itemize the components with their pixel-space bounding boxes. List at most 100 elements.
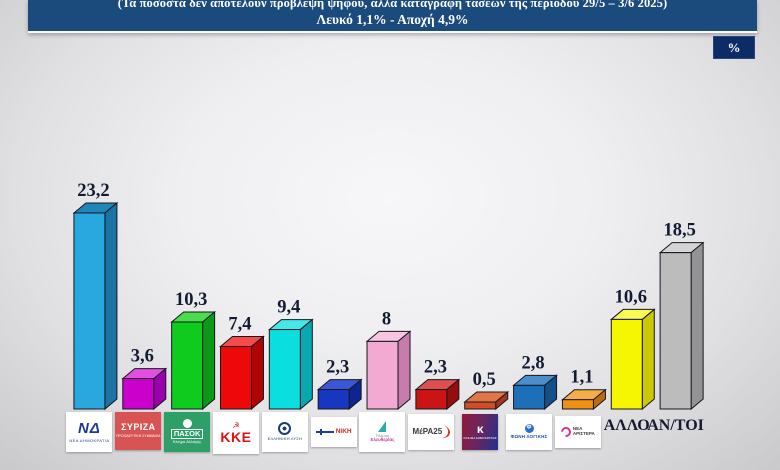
- bar-front-face: [73, 212, 106, 410]
- foni-icon: Φ: [524, 424, 534, 434]
- bar-front-face: [415, 389, 448, 410]
- near-text: ΝΕΑ ΑΡΙΣΤΕΡΑ: [573, 427, 595, 436]
- bar-front-face: [610, 318, 643, 410]
- kke-logo: ☭ ΚΚΕ: [212, 412, 259, 454]
- bar-side-face: [299, 318, 313, 411]
- bar-front-face: [464, 401, 497, 410]
- party-cell-pasok: ΠΑΣΟΚ Κίνημα Αλλαγής: [163, 412, 212, 454]
- pasok-sun-icon: [182, 419, 192, 429]
- bar-value-label: 10,6: [615, 287, 647, 307]
- bar-front-face: [317, 389, 350, 410]
- mera-row: ΜέΡΑ25: [412, 424, 452, 440]
- foni-logo: Φ ΦΩΝΗ ΛΟΓΙΚΗΣ: [506, 414, 553, 450]
- pasok-cap: Κίνημα Αλλαγής: [172, 439, 202, 445]
- kke-flag-icon: ☭: [232, 420, 240, 430]
- nd-logo: ΝΔ ΝΕΑ ΔΗΜΟΚΡΑΤΙΑ: [66, 412, 113, 452]
- bar-3: 7,4: [219, 314, 265, 411]
- header-note-line2: Λευκό 1,1% - Αποχή 4,9%: [316, 12, 469, 27]
- party-cell-near: ΝΕΑ ΑΡΙΣΤΕΡΑ: [553, 412, 602, 454]
- header-note-line1: (Τα ποσοστά δεν αποτελούν πρόβλεψη ψήφου…: [117, 0, 668, 10]
- kd-mark: κ: [476, 422, 484, 437]
- bar-value-label: 2,8: [522, 353, 545, 373]
- niki-row: ΝΙΚΗ: [315, 427, 352, 436]
- bar-front-face: [268, 329, 301, 410]
- bar-value-label: 2,3: [424, 358, 447, 378]
- bar-7: 2,3: [414, 358, 461, 411]
- party-cell-mera25: ΜέΡΑ25: [407, 412, 456, 454]
- bar-value-label: 18,5: [663, 221, 695, 241]
- ellysi-cap: ΕΛΛΗΝΙΚΗ ΛΥΣΗ: [267, 436, 302, 442]
- bar-side-face: [202, 310, 216, 411]
- bar-8: 0,5: [463, 370, 510, 411]
- pasok-logo: ΠΑΣΟΚ Κίνημα Αλλαγής: [164, 412, 211, 452]
- foni-cap: ΦΩΝΗ ΛΟΓΙΚΗΣ: [510, 434, 548, 440]
- bar-front-face: [561, 399, 594, 410]
- bar-front-face: [171, 321, 204, 410]
- plefsi-logo: Πλεύση Ελευθερίας: [359, 412, 406, 452]
- percent-unit-label: %: [727, 39, 741, 55]
- bar-value-label: 3,6: [131, 347, 154, 367]
- bar-4: 9,4: [267, 298, 314, 411]
- bar-9: 2,8: [512, 353, 558, 411]
- near-logo: ΝΕΑ ΑΡΙΣΤΕΡΑ: [554, 416, 601, 448]
- kd-logo: κ ΚΙΝΗΜΑ ΔΗΜΟΚΡΑΤΙΑΣ: [462, 414, 499, 450]
- party-cell-kke: ☭ ΚΚΕ: [212, 412, 261, 454]
- nd-main: ΝΔ: [77, 420, 101, 438]
- bar-value-label: 0,5: [473, 370, 496, 390]
- nd-cap: ΝΕΑ ΔΗΜΟΚΡΑΤΙΑ: [69, 437, 110, 443]
- bar-1: 3,6: [121, 347, 168, 411]
- near-row: ΝΕΑ ΑΡΙΣΤΕΡΑ: [558, 424, 595, 440]
- mera25-logo: ΜέΡΑ25: [408, 414, 455, 450]
- bar-side-face: [250, 335, 264, 411]
- bar-side-face: [397, 330, 411, 411]
- bar-front-face: [659, 252, 692, 410]
- mera-swoosh-icon: [439, 424, 452, 440]
- bar-value-label: 8: [382, 309, 391, 329]
- label-antoi: ΑΝ/ΤΟΙ: [647, 417, 704, 434]
- party-cell-ellysi: ΕΛΛΗΝΙΚΗ ΛΥΣΗ: [260, 412, 309, 454]
- plefsi-sail-icon: [378, 421, 387, 433]
- bar-0: 23,2: [72, 181, 119, 411]
- syriza-main: ΣΥΡΙΖΑ: [121, 422, 156, 433]
- syriza-logo: ΣΥΡΙΖΑ ΠΡΟΟΔΕΥΤΙΚΗ ΣΥΜΜΑΧΙΑ: [115, 412, 162, 450]
- bar-value-label: 9,4: [277, 298, 300, 318]
- near-ring-icon: [558, 424, 573, 440]
- ellysi-logo: ΕΛΛΗΝΙΚΗ ΛΥΣΗ: [261, 412, 308, 452]
- label-allo: ΑΛΛΟ: [603, 417, 650, 434]
- bar-10: 1,1: [561, 368, 607, 411]
- bar-value-label: 7,4: [228, 314, 251, 334]
- syriza-cap: ΠΡΟΟΔΕΥΤΙΚΗ ΣΥΜΜΑΧΙΑ: [116, 433, 161, 438]
- bar-value-label: 1,1: [570, 368, 593, 388]
- party-cell-antoi: ΑΝ/ΤΟΙ: [647, 412, 704, 454]
- near-cap2: ΑΡΙΣΤΕΡΑ: [572, 431, 595, 436]
- party-cell-syriza: ΣΥΡΙΖΑ ΠΡΟΟΔΕΥΤΙΚΗ ΣΥΜΜΑΧΙΑ: [114, 412, 163, 454]
- kd-cap: ΚΙΝΗΜΑ ΔΗΜΟΚΡΑΤΙΑΣ: [463, 436, 497, 441]
- party-cell-nd: ΝΔ ΝΕΑ ΔΗΜΟΚΡΑΤΙΑ: [65, 412, 114, 454]
- near-cap1: ΝΕΑ: [572, 426, 583, 432]
- niki-logo: ΝΙΚΗ: [310, 417, 357, 447]
- bar-value-label: 10,3: [175, 290, 207, 310]
- bar-value-label: 2,3: [326, 358, 349, 378]
- plefsi-cap2: Ελευθερίας: [370, 437, 395, 443]
- ellysi-ring-icon: [278, 422, 292, 436]
- niki-sword-icon: [315, 429, 334, 435]
- header-band: (Τα ποσοστά δεν αποτελούν πρόβλεψη ψήφου…: [28, 0, 757, 33]
- percent-unit-badge: %: [713, 36, 755, 59]
- bar-front-face: [513, 384, 546, 410]
- party-cell-foni: Φ ΦΩΝΗ ΛΟΓΙΚΗΣ: [505, 412, 554, 454]
- party-cell-kd: κ ΚΙΝΗΜΑ ΔΗΜΟΚΡΑΤΙΑΣ: [456, 412, 505, 454]
- bar-5: 2,3: [316, 358, 363, 411]
- party-cell-niki: ΝΙΚΗ: [309, 412, 358, 454]
- bar-11: 10,6: [609, 287, 656, 411]
- bar-front-face: [366, 340, 399, 410]
- party-cell-plefsi: Πλεύση Ελευθερίας: [358, 412, 407, 454]
- bar-front-face: [122, 378, 155, 410]
- bar-front-face: [219, 345, 252, 410]
- bar-2: 10,3: [170, 290, 217, 411]
- niki-main: ΝΙΚΗ: [335, 427, 352, 435]
- mera-main: ΜέΡΑ25: [412, 426, 443, 436]
- bar-value-label: 23,2: [77, 181, 109, 201]
- bar-side-face: [641, 308, 655, 411]
- party-logos-row: ΝΔ ΝΕΑ ΔΗΜΟΚΡΑΤΙΑ ΣΥΡΙΖΑ ΠΡΟΟΔΕΥΤΙΚΗ ΣΥΜΜΑΧ…: [65, 412, 705, 454]
